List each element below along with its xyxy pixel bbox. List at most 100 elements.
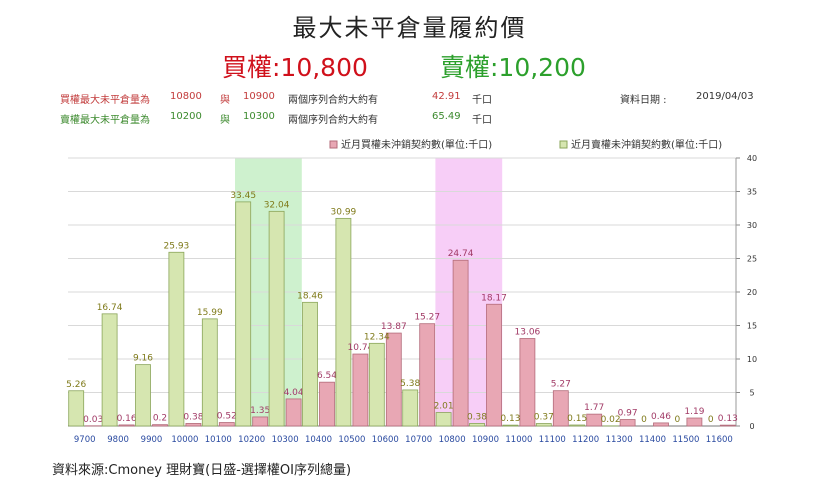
bar-call-11300 [619, 419, 636, 427]
bar-put-10100 [201, 318, 218, 427]
x-tick-label-10900: 10900 [472, 435, 499, 445]
label-put-10200: 33.45 [230, 191, 256, 201]
info-call-desc: 兩個序列合約大約有 [288, 95, 378, 106]
label-put-11300: 0.02 [601, 415, 621, 425]
info-call-label: 買權最大未平倉量為 [60, 95, 150, 106]
x-tick-label-10800: 10800 [439, 435, 466, 445]
x-tick-label-11200: 11200 [572, 435, 599, 445]
y-tick-label: 10 [747, 355, 757, 364]
info-call-unit: 千口 [472, 95, 492, 106]
label-call-10700: 15.27 [414, 313, 440, 323]
bar-call-10500 [352, 353, 369, 427]
label-call-10800: 24.74 [448, 249, 474, 259]
label-put-11500: 0 [675, 415, 681, 425]
label-call-10200: 1.35 [250, 406, 270, 416]
bar-put-10900 [469, 423, 485, 427]
bar-put-9900 [135, 364, 151, 427]
label-call-9900: 0.2 [153, 414, 167, 424]
bar-put-10400 [302, 301, 318, 427]
info-call-a: 10800 [170, 91, 202, 102]
chart-title: 最大未平倉量履約價 [292, 14, 527, 42]
y-tick-label: 0 [749, 422, 754, 431]
label-put-9900: 9.16 [133, 354, 153, 364]
info-put-a: 10200 [170, 111, 202, 122]
label-call-11500: 1.19 [684, 407, 704, 417]
bar-call-10900 [486, 303, 502, 427]
bar-call-9900 [152, 424, 168, 427]
x-tick-label-11500: 11500 [672, 435, 699, 445]
info-date-label: 資料日期 : [620, 95, 667, 106]
info-put-unit: 千口 [472, 115, 492, 126]
info-put-desc: 兩個序列合約大約有 [288, 115, 378, 126]
label-call-10400: 6.54 [317, 371, 337, 381]
label-put-10100: 15.99 [197, 308, 223, 318]
x-tick-label-10500: 10500 [338, 435, 365, 445]
legend-swatch-0 [329, 140, 338, 149]
label-call-11400: 0.46 [651, 412, 671, 422]
x-tick-label-10300: 10300 [272, 435, 299, 445]
y-tick-label: 35 [747, 188, 757, 197]
label-put-10700: 5.38 [400, 379, 420, 389]
legend-swatch-1 [559, 140, 568, 149]
label-put-10300: 32.04 [264, 200, 290, 210]
bar-put-11200 [569, 424, 586, 427]
label-call-11000: 13.06 [515, 327, 541, 337]
label-call-9700: 0.03 [83, 415, 103, 425]
bar-put-10800 [435, 412, 452, 427]
bar-call-10200 [252, 416, 269, 427]
x-tick-label-10600: 10600 [372, 435, 399, 445]
label-call-9800: 0.16 [117, 414, 137, 424]
bar-put-9700 [68, 390, 85, 427]
info-put-conj: 與 [220, 115, 230, 126]
bar-call-10800 [452, 259, 469, 427]
bar-call-10000 [185, 423, 202, 427]
put-max-strike: 賣權:10,200 [440, 53, 586, 82]
label-put-10800: 2.01 [434, 402, 454, 412]
bar-call-10700 [419, 323, 436, 427]
bar-put-10000 [168, 251, 185, 427]
label-call-11100: 5.27 [551, 380, 571, 390]
bar-call-10300 [285, 398, 302, 427]
y-tick-label: 30 [747, 221, 757, 230]
label-put-11400: 0 [641, 415, 647, 425]
label-put-10000: 25.93 [164, 241, 190, 251]
label-put-10400: 18.46 [297, 291, 323, 301]
label-call-11300: 0.97 [618, 409, 638, 419]
bar-put-10500 [335, 217, 352, 427]
bar-put-10600 [368, 342, 385, 427]
subtitle: 買權:10,800 賣權:10,200 [0, 48, 819, 82]
legend-label-1: 近月賣權未沖銷契約數(單位:千口) [571, 138, 722, 151]
label-put-10900: 0.38 [467, 412, 487, 422]
x-tick-label-10700: 10700 [405, 435, 432, 445]
info-put-label: 賣權最大未平倉量為 [60, 115, 150, 126]
x-tick-label-10000: 10000 [171, 435, 198, 445]
label-put-9800: 16.74 [97, 303, 123, 313]
label-put-11600: 0 [708, 415, 714, 425]
y-tick-label: 15 [747, 322, 757, 331]
info-call-conj: 與 [220, 95, 230, 106]
x-tick-label-11300: 11300 [606, 435, 633, 445]
x-tick-label-9800: 9800 [107, 435, 129, 445]
label-call-10900: 18.17 [481, 293, 507, 303]
x-tick-label-9900: 9900 [141, 435, 163, 445]
x-tick-label-11000: 11000 [505, 435, 532, 445]
info-date: 2019/04/03 [696, 91, 754, 102]
x-tick-label-11400: 11400 [639, 435, 666, 445]
y-tick-label: 20 [747, 288, 757, 297]
label-call-10600: 13.87 [381, 322, 407, 332]
bar-call-11200 [586, 413, 603, 427]
info-put-value: 65.49 [432, 111, 461, 122]
bar-call-11600 [719, 424, 736, 427]
call-max-strike: 買權:10,800 [222, 53, 368, 82]
label-call-10000: 0.38 [183, 412, 203, 422]
label-put-11000: 0.13 [500, 414, 520, 424]
y-tick-label: 40 [747, 154, 757, 163]
info-call-b: 10900 [243, 91, 275, 102]
label-put-9700: 5.26 [66, 380, 86, 390]
x-tick-label-11600: 11600 [706, 435, 733, 445]
bar-call-11100 [552, 390, 569, 427]
bar-call-9800 [118, 424, 135, 427]
bar-put-9800 [101, 313, 118, 427]
x-tick-label-9700: 9700 [74, 435, 96, 445]
